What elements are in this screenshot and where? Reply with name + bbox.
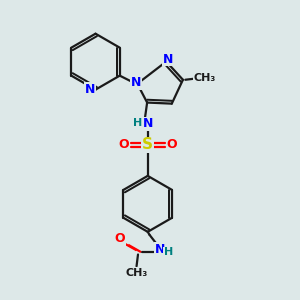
Text: H: H [164, 248, 173, 257]
Text: O: O [167, 139, 177, 152]
Text: O: O [114, 232, 125, 245]
Text: N: N [142, 117, 153, 130]
Text: N: N [163, 53, 173, 66]
Text: H: H [133, 118, 142, 128]
Text: N: N [131, 76, 141, 89]
Text: CH₃: CH₃ [125, 268, 148, 278]
Text: CH₃: CH₃ [194, 73, 216, 83]
Text: N: N [155, 243, 165, 256]
Text: S: S [142, 137, 153, 152]
Text: N: N [85, 83, 95, 96]
Text: O: O [118, 139, 129, 152]
